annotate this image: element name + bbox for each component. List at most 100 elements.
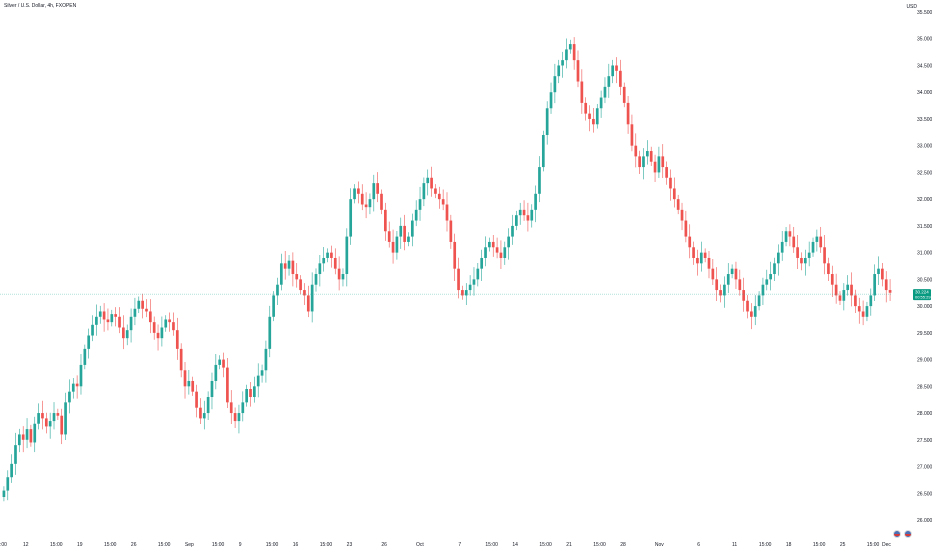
candle-body[interactable] (122, 327, 125, 339)
candle-body[interactable] (441, 199, 445, 205)
candle-body[interactable] (71, 383, 75, 392)
candle-body[interactable] (526, 215, 530, 221)
us-flag-icon[interactable] (904, 530, 912, 538)
candle-body[interactable] (792, 236, 796, 248)
candle-body[interactable] (2, 490, 6, 498)
candle-body[interactable] (665, 167, 668, 178)
candle-body[interactable] (630, 124, 634, 146)
symbol-title[interactable]: Silver / U.S. Dollar, 4h, FXOPEN (4, 3, 77, 9)
candle-body[interactable] (237, 413, 241, 422)
candle-body[interactable] (37, 413, 40, 424)
candle-body[interactable] (276, 284, 279, 296)
candle-body[interactable] (345, 236, 349, 275)
candle-body[interactable] (364, 204, 368, 208)
candle-body[interactable] (507, 236, 510, 248)
candle-body[interactable] (842, 290, 846, 301)
candle-body[interactable] (303, 290, 306, 296)
candle-body[interactable] (653, 161, 657, 173)
candle-body[interactable] (283, 263, 287, 269)
candle-body[interactable] (118, 316, 121, 328)
candle-body[interactable] (684, 220, 688, 237)
candle-body[interactable] (657, 156, 661, 173)
candle-body[interactable] (830, 274, 834, 285)
price-axis[interactable] (892, 0, 932, 550)
candle-body[interactable] (580, 81, 584, 103)
candle-body[interactable] (337, 268, 341, 280)
candle-body[interactable] (202, 413, 206, 419)
candle-body[interactable] (360, 193, 364, 205)
candle-body[interactable] (669, 177, 672, 189)
candle-body[interactable] (172, 322, 175, 331)
candle-body[interactable] (491, 241, 495, 248)
candle-body[interactable] (541, 134, 545, 168)
candle-body[interactable] (803, 257, 807, 264)
candle-body[interactable] (734, 268, 738, 280)
candle-body[interactable] (873, 274, 877, 296)
candle-body[interactable] (584, 102, 588, 114)
candle-body[interactable] (499, 252, 503, 258)
candle-body[interactable] (719, 290, 722, 296)
candle-body[interactable] (330, 252, 333, 258)
candle-body[interactable] (642, 156, 645, 168)
candle-body[interactable] (615, 65, 618, 71)
candle-body[interactable] (6, 477, 10, 491)
candle-body[interactable] (538, 167, 541, 194)
candle-body[interactable] (780, 241, 784, 253)
candle-body[interactable] (17, 434, 21, 446)
candle-body[interactable] (233, 413, 237, 422)
candle-body[interactable] (730, 268, 734, 275)
candle-body[interactable] (696, 257, 699, 264)
candle-body[interactable] (179, 348, 183, 371)
candle-body[interactable] (264, 348, 268, 371)
candle-body[interactable] (25, 429, 29, 440)
candle-body[interactable] (692, 247, 695, 258)
candle-body[interactable] (152, 322, 156, 333)
candle-body[interactable] (457, 268, 460, 291)
candle-body[interactable] (68, 391, 71, 403)
candle-body[interactable] (52, 413, 56, 422)
candle-body[interactable] (707, 257, 711, 269)
candle-body[interactable] (515, 215, 518, 226)
candle-body[interactable] (380, 193, 383, 210)
candle-body[interactable] (603, 86, 607, 98)
candle-body[interactable] (784, 231, 788, 242)
candle-body[interactable] (638, 156, 641, 168)
candle-body[interactable] (87, 335, 91, 349)
candle-body[interactable] (553, 76, 557, 93)
candle-body[interactable] (287, 260, 291, 269)
candle-body[interactable] (64, 402, 67, 435)
candle-body[interactable] (91, 324, 94, 336)
candle-body[interactable] (753, 306, 757, 317)
candle-body[interactable] (711, 268, 715, 280)
candle-body[interactable] (41, 413, 44, 419)
candle-body[interactable] (645, 151, 649, 157)
candle-body[interactable] (245, 388, 249, 403)
candle-body[interactable] (48, 421, 52, 427)
candle-body[interactable] (357, 188, 360, 194)
candle-body[interactable] (561, 60, 564, 66)
candle-body[interactable] (468, 284, 472, 291)
candle-body[interactable] (834, 284, 838, 296)
candle-body[interactable] (314, 274, 318, 285)
candle-body[interactable] (434, 188, 437, 194)
candle-body[interactable] (183, 370, 187, 387)
candle-body[interactable] (611, 65, 615, 77)
candle-body[interactable] (75, 383, 79, 387)
candle-body[interactable] (815, 236, 819, 242)
candle-body[interactable] (484, 247, 487, 258)
candle-body[interactable] (125, 330, 129, 339)
candle-body[interactable] (850, 284, 853, 296)
candle-body[interactable] (776, 252, 780, 264)
candle-body[interactable] (649, 151, 653, 162)
candle-body[interactable] (568, 44, 572, 50)
candle-body[interactable] (260, 370, 264, 376)
candle-body[interactable] (403, 225, 406, 242)
candle-body[interactable] (800, 257, 803, 264)
candle-body[interactable] (453, 241, 457, 269)
candle-body[interactable] (607, 76, 611, 87)
candle-body[interactable] (29, 429, 33, 443)
candle-body[interactable] (807, 252, 811, 258)
candle-body[interactable] (811, 241, 815, 253)
candle-body[interactable] (376, 183, 379, 194)
